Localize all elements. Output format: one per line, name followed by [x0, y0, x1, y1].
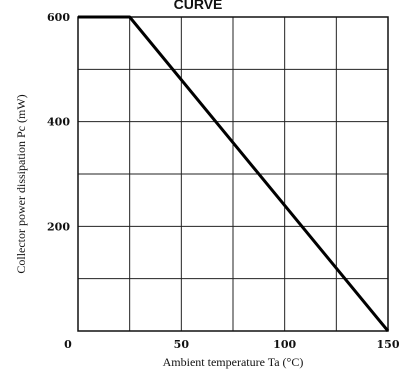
y-tick-label: 600	[47, 11, 70, 24]
grid	[77, 16, 389, 332]
x-axis-label: Ambient temperature Ta (°C)	[163, 355, 304, 369]
x-tick-label: 0	[64, 338, 72, 351]
series-layer	[78, 15, 390, 332]
x-tick-label: 50	[174, 338, 190, 351]
y-tick-label: 200	[47, 220, 70, 233]
y-tick-label: 400	[47, 116, 70, 129]
chart-title: CURVE	[174, 0, 223, 12]
plot-frame	[77, 16, 389, 332]
series-line	[78, 15, 390, 332]
y-tick-labels: 200 400 600	[47, 11, 70, 233]
y-axis-label: Collector power dissipation Pc (mW)	[14, 94, 28, 273]
x-tick-label: 150	[377, 338, 400, 351]
x-tick-label: 100	[273, 338, 296, 351]
x-tick-labels: 0 50 100 150	[64, 338, 400, 351]
